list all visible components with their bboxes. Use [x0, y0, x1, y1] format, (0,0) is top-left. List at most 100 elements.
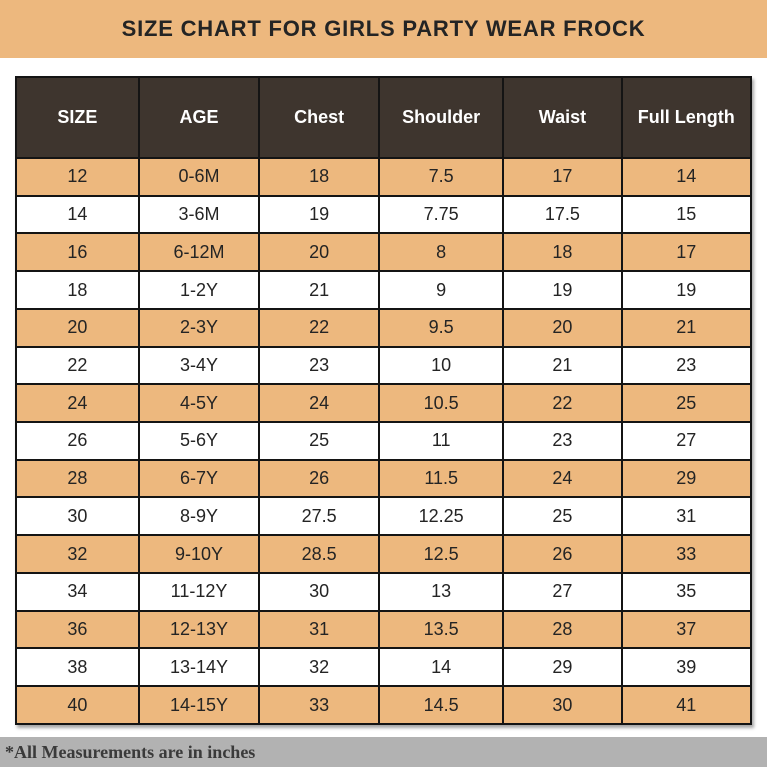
cell-shoulder: 7.75: [378, 194, 505, 235]
cell-full-length: 21: [620, 307, 753, 348]
cell-shoulder: 14: [378, 647, 505, 688]
cell-shoulder: 9: [378, 270, 505, 310]
cell-shoulder: 8: [378, 232, 505, 273]
cell-chest: 32: [258, 647, 381, 688]
cell-waist: 27: [502, 571, 623, 612]
cell-full-length: 35: [620, 571, 753, 612]
table-header: SIZE AGE Chest Shoulder Waist Full Length: [15, 76, 753, 159]
cell-full-length: 15: [620, 194, 753, 235]
cell-full-length: 19: [620, 270, 753, 310]
table-row: 40 14-15Y 33 14.5 30 41: [15, 685, 753, 725]
cell-waist: 26: [502, 534, 623, 574]
cell-size: 32: [15, 534, 140, 574]
cell-size: 30: [15, 496, 140, 537]
cell-waist: 20: [502, 307, 623, 348]
cell-chest: 20: [258, 232, 381, 273]
cell-age: 11-12Y: [137, 571, 261, 612]
cell-waist: 30: [502, 685, 623, 725]
table-row: 14 3-6M 19 7.75 17.5 15: [15, 194, 753, 235]
cell-size: 26: [15, 421, 140, 461]
cell-full-length: 29: [620, 458, 753, 499]
cell-age: 6-7Y: [137, 458, 261, 499]
cell-shoulder: 7.5: [378, 157, 505, 197]
column-header-waist: Waist: [502, 76, 623, 159]
cell-full-length: 25: [620, 383, 753, 424]
table-row: 20 2-3Y 22 9.5 20 21: [15, 307, 753, 348]
cell-shoulder: 12.25: [378, 496, 505, 537]
cell-waist: 24: [502, 458, 623, 499]
cell-waist: 29: [502, 647, 623, 688]
cell-shoulder: 13: [378, 571, 505, 612]
cell-age: 3-4Y: [137, 345, 261, 386]
column-header-chest: Chest: [258, 76, 381, 159]
cell-chest: 30: [258, 571, 381, 612]
cell-chest: 31: [258, 609, 381, 650]
cell-shoulder: 10: [378, 345, 505, 386]
table-row: 28 6-7Y 26 11.5 24 29: [15, 458, 753, 499]
cell-full-length: 41: [620, 685, 753, 725]
cell-size: 38: [15, 647, 140, 688]
column-header-age: AGE: [137, 76, 261, 159]
cell-age: 13-14Y: [137, 647, 261, 688]
cell-full-length: 23: [620, 345, 753, 386]
cell-size: 22: [15, 345, 140, 386]
footnote: *All Measurements are in inches: [5, 741, 256, 762]
cell-age: 1-2Y: [137, 270, 261, 310]
cell-age: 4-5Y: [137, 383, 261, 424]
cell-size: 40: [15, 685, 140, 725]
table-row: 12 0-6M 18 7.5 17 14: [15, 157, 753, 197]
table-row: 38 13-14Y 32 14 29 39: [15, 647, 753, 688]
cell-size: 34: [15, 571, 140, 612]
footer-bar: *All Measurements are in inches: [0, 737, 767, 767]
cell-waist: 17: [502, 157, 623, 197]
cell-size: 36: [15, 609, 140, 650]
cell-full-length: 31: [620, 496, 753, 537]
cell-waist: 28: [502, 609, 623, 650]
cell-shoulder: 11: [378, 421, 505, 461]
cell-age: 9-10Y: [137, 534, 261, 574]
size-chart-table: SIZE AGE Chest Shoulder Waist Full Length 12 0…: [15, 76, 753, 725]
table-row: 24 4-5Y 24 10.5 22 25: [15, 383, 753, 424]
cell-age: 2-3Y: [137, 307, 261, 348]
column-header-shoulder: Shoulder: [378, 76, 505, 159]
cell-size: 24: [15, 383, 140, 424]
table-body: 12 0-6M 18 7.5 17 14 14 3-6M 19 7.75 17.5 15 16 6-12M…: [15, 157, 753, 725]
cell-full-length: 17: [620, 232, 753, 273]
table-row: 18 1-2Y 21 9 19 19: [15, 270, 753, 310]
cell-size: 16: [15, 232, 140, 273]
cell-chest: 18: [258, 157, 381, 197]
cell-shoulder: 11.5: [378, 458, 505, 499]
cell-age: 6-12M: [137, 232, 261, 273]
column-header-size: SIZE: [15, 76, 140, 159]
cell-age: 5-6Y: [137, 421, 261, 461]
title-band: SIZE CHART FOR GIRLS PARTY WEAR FROCK: [0, 0, 767, 58]
cell-shoulder: 13.5: [378, 609, 505, 650]
cell-waist: 25: [502, 496, 623, 537]
cell-chest: 27.5: [258, 496, 381, 537]
table-row: 34 11-12Y 30 13 27 35: [15, 571, 753, 612]
cell-waist: 17.5: [502, 194, 623, 235]
cell-shoulder: 12.5: [378, 534, 505, 574]
table-row: 22 3-4Y 23 10 21 23: [15, 345, 753, 386]
cell-waist: 23: [502, 421, 623, 461]
cell-full-length: 27: [620, 421, 753, 461]
cell-chest: 22: [258, 307, 381, 348]
cell-full-length: 37: [620, 609, 753, 650]
column-header-full-length: Full Length: [620, 76, 753, 159]
cell-chest: 28.5: [258, 534, 381, 574]
cell-chest: 21: [258, 270, 381, 310]
table-row: 36 12-13Y 31 13.5 28 37: [15, 609, 753, 650]
header-row: SIZE AGE Chest Shoulder Waist Full Length: [15, 76, 753, 159]
cell-waist: 22: [502, 383, 623, 424]
cell-waist: 21: [502, 345, 623, 386]
cell-size: 18: [15, 270, 140, 310]
cell-age: 3-6M: [137, 194, 261, 235]
cell-chest: 23: [258, 345, 381, 386]
size-chart-container: SIZE AGE Chest Shoulder Waist Full Length 12 0…: [15, 76, 753, 725]
cell-chest: 25: [258, 421, 381, 461]
cell-size: 14: [15, 194, 140, 235]
cell-chest: 24: [258, 383, 381, 424]
cell-shoulder: 10.5: [378, 383, 505, 424]
cell-waist: 18: [502, 232, 623, 273]
cell-size: 20: [15, 307, 140, 348]
